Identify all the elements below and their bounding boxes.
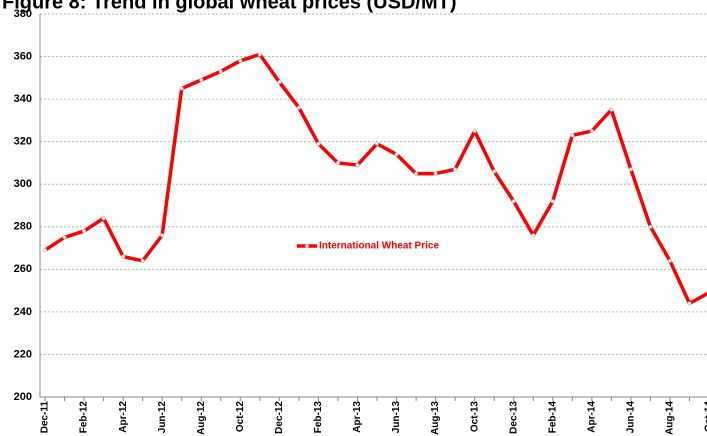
point xyxy=(335,160,341,165)
x-tick-label: Oct-12 xyxy=(235,401,246,433)
point xyxy=(570,133,575,138)
point xyxy=(414,171,419,176)
x-tick-label: Jun-13 xyxy=(391,401,402,434)
point xyxy=(316,141,321,146)
point xyxy=(589,128,594,134)
point xyxy=(433,171,438,176)
x-tick-label: Feb-14 xyxy=(547,401,558,434)
point xyxy=(160,233,165,238)
point xyxy=(648,224,653,229)
x-tick-label: Aug-14 xyxy=(665,401,676,435)
y-tick-label: 320 xyxy=(14,136,32,148)
legend-label: International Wheat Price xyxy=(319,241,439,252)
legend-marker xyxy=(305,244,309,248)
point xyxy=(355,163,360,168)
x-tick-label: Dec-13 xyxy=(508,401,519,434)
point xyxy=(628,167,633,172)
point xyxy=(492,169,497,174)
point xyxy=(531,233,536,238)
x-tick-label: Apr-12 xyxy=(118,401,129,433)
point xyxy=(121,254,126,259)
x-tick-label: Feb-13 xyxy=(313,401,324,434)
point xyxy=(277,80,282,85)
y-tick-label: 300 xyxy=(14,178,32,190)
x-tick-label: Dec-11 xyxy=(40,401,51,434)
x-tick-label: Apr-13 xyxy=(352,401,363,433)
y-tick-label: 380 xyxy=(14,8,32,20)
x-tick-label: Dec-12 xyxy=(274,401,285,434)
point xyxy=(140,258,145,263)
x-tick-label: Apr-14 xyxy=(586,401,597,433)
x-tick-label: Aug-12 xyxy=(196,401,207,435)
point xyxy=(374,141,380,146)
x-tick-label: Aug-13 xyxy=(430,401,441,435)
x-tick-label: Jun-12 xyxy=(157,401,168,434)
point xyxy=(257,52,262,57)
x-tick-label: Oct-14 xyxy=(704,401,707,433)
line xyxy=(44,52,707,306)
y-tick-label: 360 xyxy=(14,50,32,62)
y-tick-label: 260 xyxy=(14,263,32,275)
point xyxy=(687,301,692,306)
y-tick-label: 280 xyxy=(14,221,32,233)
y-tick-label: 200 xyxy=(14,391,32,403)
point xyxy=(394,152,399,157)
point xyxy=(472,128,477,134)
point xyxy=(101,216,106,221)
x-tick-label: Jun-14 xyxy=(626,401,637,434)
y-tick-label: 240 xyxy=(14,306,32,318)
chart-title: Figure 8: Trend in global wheat prices (… xyxy=(2,0,457,13)
point xyxy=(82,228,87,234)
point xyxy=(453,167,458,172)
point xyxy=(179,86,184,91)
y-tick-label: 340 xyxy=(14,93,32,105)
point xyxy=(218,69,223,74)
point xyxy=(62,235,67,240)
x-tick-label: Oct-13 xyxy=(469,401,480,433)
y-tick-label: 220 xyxy=(14,348,32,360)
point xyxy=(667,258,673,263)
point xyxy=(238,58,243,63)
point xyxy=(550,199,555,204)
point xyxy=(511,199,516,204)
x-tick-label: Feb-12 xyxy=(79,401,90,434)
point xyxy=(199,77,204,83)
point xyxy=(609,107,614,112)
point xyxy=(42,248,48,253)
point xyxy=(296,105,301,110)
